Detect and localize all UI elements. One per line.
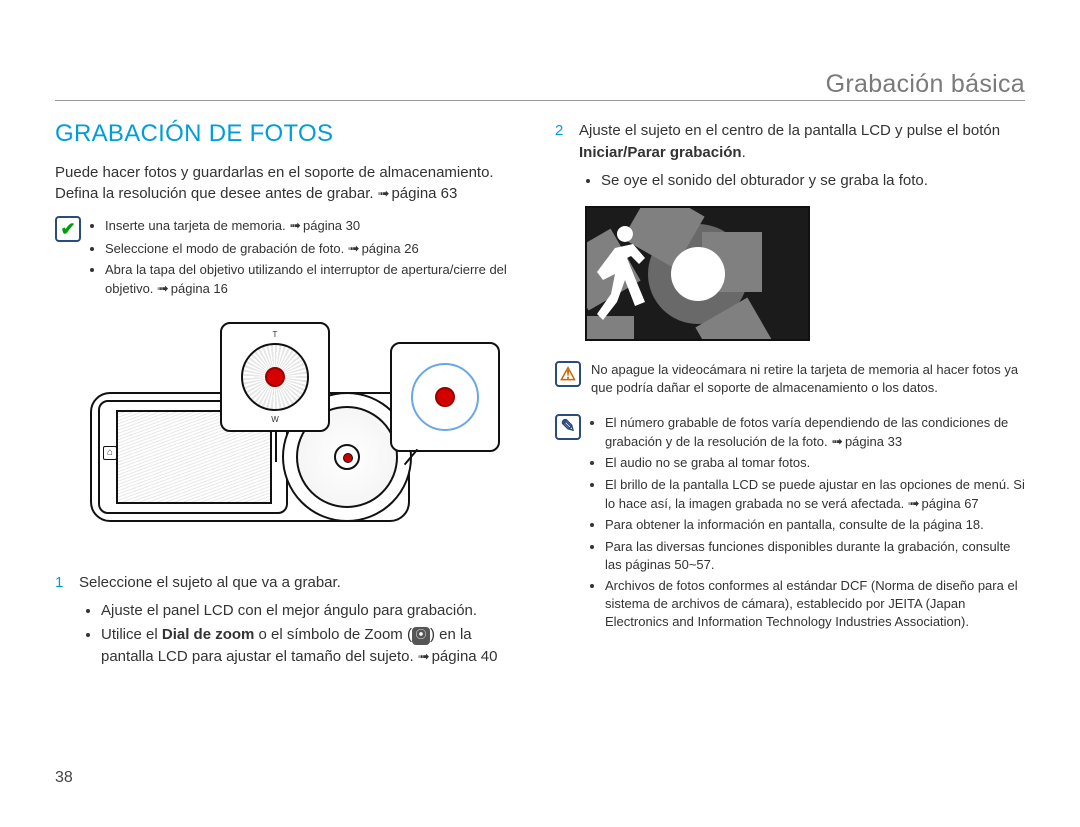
two-columns: GRABACIÓN DE FOTOS Puede hacer fotos y g… [55,120,1025,681]
camcorder-illustration: ⌂ T W [80,322,500,552]
info-item: Archivos de fotos conformes al estándar … [605,577,1025,632]
tick-t: T [273,330,278,339]
step-body: Ajuste el sujeto en el centro de la pant… [579,120,1025,194]
step2-bullets: Se oye el sonido del obturador y se grab… [579,170,1025,192]
warn-glyph: ⚠ [560,364,576,385]
home-icon: ⌂ [103,446,117,460]
check-icon: ✔ [55,216,81,242]
step1-bullet: Utilice el Dial de zoom o el símbolo de … [101,624,525,668]
left-column: GRABACIÓN DE FOTOS Puede hacer fotos y g… [55,120,525,681]
step1-bullets: Ajuste el panel LCD con el mejor ángulo … [79,600,525,668]
zoom-dial-icon [241,343,309,411]
tick-w: W [271,415,279,424]
page-ref: página 40 [418,648,498,665]
page-number: 38 [55,769,73,787]
info-item: El número grabable de fotos varía depend… [605,414,1025,452]
check-glyph: ✔ [60,219,75,240]
step-number: 2 [555,120,569,194]
info-text: El número grabable de fotos varía depend… [605,415,1008,449]
text: o el símbolo de Zoom ( [254,626,412,643]
iniciar-parar-label: Iniciar/Parar grabación [579,144,742,161]
page-heading: GRABACIÓN DE FOTOS [55,120,525,148]
shutter-preview [585,206,810,341]
info-text: Para las diversas funciones disponibles … [605,539,1010,572]
lead-page-ref: página 63 [378,185,458,202]
info-text: Para obtener la información en pantalla,… [605,517,984,532]
step1-title: Seleccione el sujeto al que va a grabar. [79,574,341,591]
warning-text: No apague la videocámara ni retire la ta… [591,361,1025,397]
step2-post: . [742,144,746,161]
top-rule [55,100,1025,101]
record-button-small [334,444,360,470]
info-icon: ✎ [555,414,581,440]
warning-block: ⚠ No apague la videocámara ni retire la … [555,361,1025,397]
record-dot [265,367,285,387]
right-column: 2 Ajuste el sujeto en el centro de la pa… [555,120,1025,681]
step-number: 1 [55,572,69,671]
step1-bullet: Ajuste el panel LCD con el mejor ángulo … [101,600,525,622]
warning-icon: ⚠ [555,361,581,387]
record-button-callout [390,342,500,452]
prereq-block: ✔ Inserte una tarjeta de memoria. página… [55,216,525,302]
step2-bullet: Se oye el sonido del obturador y se grab… [601,170,1025,192]
prereq-item: Abra la tapa del objetivo utilizando el … [105,261,525,299]
info-item: El audio no se graba al tomar fotos. [605,454,1025,472]
prereq-ref: página 30 [289,218,360,233]
lead-line2-pre: Defina la resolución que desee antes de … [55,185,378,202]
page: Grabación básica GRABACIÓN DE FOTOS Pued… [0,0,1080,827]
callout-line [275,432,277,462]
step2-line1: Ajuste el sujeto en el centro de la pant… [579,122,1000,139]
lead-line1: Puede hacer fotos y guardarlas en el sop… [55,164,494,181]
info-glyph: ✎ [560,416,575,437]
step-body: Seleccione el sujeto al que va a grabar.… [79,572,525,671]
running-figure [595,220,651,330]
text: Utilice el [101,626,162,643]
page-ref: página 67 [908,496,979,511]
info-text: El audio no se graba al tomar fotos. [605,455,810,470]
record-button-icon [411,363,479,431]
prereq-ref: página 16 [157,281,228,296]
page-ref: página 33 [831,434,902,449]
prereq-ref: página 26 [348,241,419,256]
prereq-list: Inserte una tarjeta de memoria. página 3… [91,216,525,302]
dial-de-zoom-label: Dial de zoom [162,626,255,643]
step-1: 1 Seleccione el sujeto al que va a graba… [55,572,525,671]
prereq-text: Seleccione el modo de grabación de foto. [105,241,348,256]
prereq-item: Seleccione el modo de grabación de foto.… [105,239,525,259]
aperture-center [671,247,725,301]
record-dot [435,387,455,407]
info-item: Para obtener la información en pantalla,… [605,516,1025,534]
prereq-text: Inserte una tarjeta de memoria. [105,218,289,233]
info-item: El brillo de la pantalla LCD se puede aj… [605,476,1025,514]
prereq-item: Inserte una tarjeta de memoria. página 3… [105,216,525,236]
info-text: Archivos de fotos conformes al estándar … [605,578,1018,629]
info-block: ✎ El número grabable de fotos varía depe… [555,414,1025,635]
info-list: El número grabable de fotos varía depend… [591,414,1025,635]
info-item: Para las diversas funciones disponibles … [605,538,1025,574]
section-title: Grabación básica [826,70,1025,99]
zoom-symbol-icon: ⦿ [412,627,430,645]
step-2: 2 Ajuste el sujeto en el centro de la pa… [555,120,1025,194]
aperture-blade [631,339,713,341]
zoom-dial-callout: T W [220,322,330,432]
lead-paragraph: Puede hacer fotos y guardarlas en el sop… [55,162,525,204]
